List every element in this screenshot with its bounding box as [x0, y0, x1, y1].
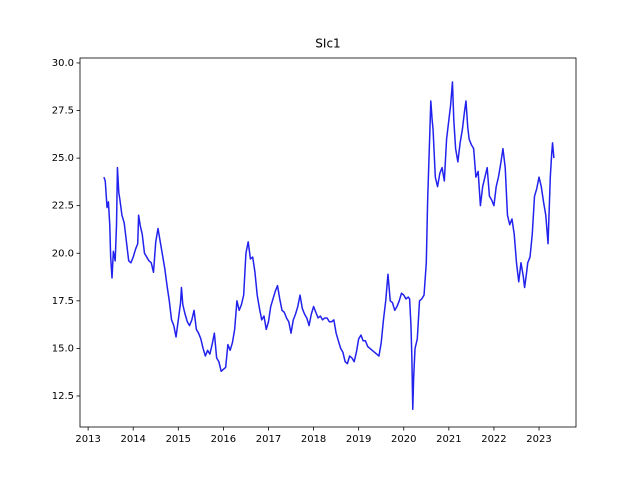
x-tick-label: 2021: [436, 434, 461, 445]
x-tick-label: 2023: [526, 434, 551, 445]
x-tick-label: 2016: [211, 434, 236, 445]
x-tick-label: 2014: [120, 434, 145, 445]
x-tick-label: 2019: [346, 434, 371, 445]
y-tick-label: 15.0: [52, 343, 74, 354]
y-tick-label: 27.5: [52, 106, 74, 117]
x-tick-label: 2022: [481, 434, 506, 445]
x-tick-label: 2018: [301, 434, 326, 445]
x-tick-label: 2020: [391, 434, 416, 445]
plot-frame: [79, 57, 577, 428]
y-tick-label: 20.0: [52, 248, 74, 259]
y-tick-label: 12.5: [52, 391, 74, 402]
chart-title: SIc1: [315, 37, 340, 51]
y-tick-label: 17.5: [52, 296, 74, 307]
x-tick-label: 2017: [256, 434, 281, 445]
data-line: [103, 81, 555, 411]
y-tick-label: 30.0: [52, 58, 74, 69]
y-tick-label: 22.5: [52, 201, 74, 212]
x-tick-label: 2015: [166, 434, 191, 445]
y-tick-label: 25.0: [52, 153, 74, 164]
x-tick-label: 2013: [75, 434, 100, 445]
